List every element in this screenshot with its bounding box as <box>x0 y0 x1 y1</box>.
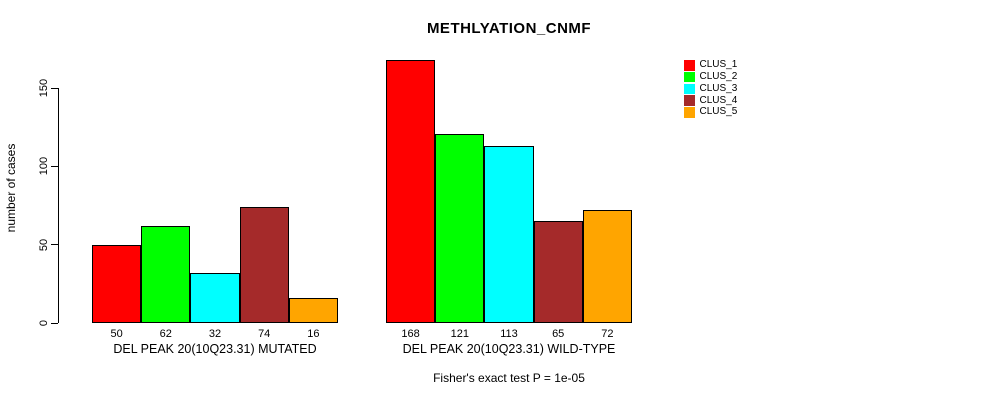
bar-value-label: 16 <box>307 328 320 340</box>
legend-swatch-icon <box>684 95 695 106</box>
bar-value-label: 32 <box>208 328 222 340</box>
bar-clus_4-group1 <box>239 207 289 323</box>
legend-label: CLUS_2 <box>699 71 738 83</box>
bar-clus_5-group2 <box>582 210 632 323</box>
y-axis-tick <box>51 244 58 246</box>
bar-clus_1-group1 <box>92 244 142 323</box>
bar-value-label: 74 <box>258 328 271 340</box>
legend-item-clus_2: CLUS_2 <box>684 72 737 83</box>
y-axis-tick <box>51 322 58 324</box>
legend-swatch-icon <box>684 60 695 71</box>
chart-title: METHLYATION_CNMF <box>426 20 592 37</box>
legend-item-clus_4: CLUS_4 <box>684 95 737 106</box>
group-label: DEL PEAK 20(10Q23.31) WILD-TYPE <box>402 342 616 356</box>
legend-label: CLUS_3 <box>699 82 738 94</box>
legend-item-clus_5: CLUS_5 <box>684 107 737 118</box>
legend: CLUS_1 CLUS_2 CLUS_3 CLUS_4 CLUS_5 <box>684 60 737 119</box>
y-axis-line <box>58 88 59 323</box>
bar-clus_5-group1 <box>288 297 338 323</box>
legend-swatch-icon <box>684 71 695 83</box>
y-axis-tick-label: 50 <box>38 238 50 251</box>
bar-value-label: 168 <box>401 328 420 340</box>
legend-swatch-icon <box>684 83 695 95</box>
fisher-test-annotation: Fisher's exact test P = 1e-05 <box>433 371 585 385</box>
y-axis-tick-label: 100 <box>38 157 50 176</box>
legend-label: CLUS_1 <box>699 59 738 71</box>
bar-value-label: 50 <box>110 328 123 340</box>
bar-value-label: 65 <box>552 328 565 340</box>
y-axis-tick <box>51 87 58 89</box>
legend-swatch-icon <box>684 107 695 118</box>
legend-item-clus_1: CLUS_1 <box>684 60 737 71</box>
bar-clus_3-group1 <box>190 272 240 323</box>
bar-value-label: 121 <box>450 328 469 340</box>
bar-clus_3-group2 <box>484 146 534 323</box>
y-axis-tick-label: 0 <box>38 319 50 327</box>
bar-clus_2-group2 <box>435 133 485 323</box>
y-axis-tick <box>51 165 58 167</box>
bar-value-label: 72 <box>601 328 614 340</box>
legend-label: CLUS_4 <box>699 94 738 106</box>
legend-item-clus_3: CLUS_3 <box>684 82 738 95</box>
bar-clus_1-group2 <box>386 59 436 323</box>
group-label: DEL PEAK 20(10Q23.31) MUTATED <box>113 342 317 356</box>
bar-value-label: 62 <box>159 328 172 340</box>
legend-label: CLUS_5 <box>699 106 738 118</box>
bar-value-label: 113 <box>500 328 518 340</box>
y-axis-tick-label: 150 <box>38 78 50 98</box>
bar-clus_4-group2 <box>533 221 583 323</box>
bar-clus_2-group1 <box>141 225 191 323</box>
